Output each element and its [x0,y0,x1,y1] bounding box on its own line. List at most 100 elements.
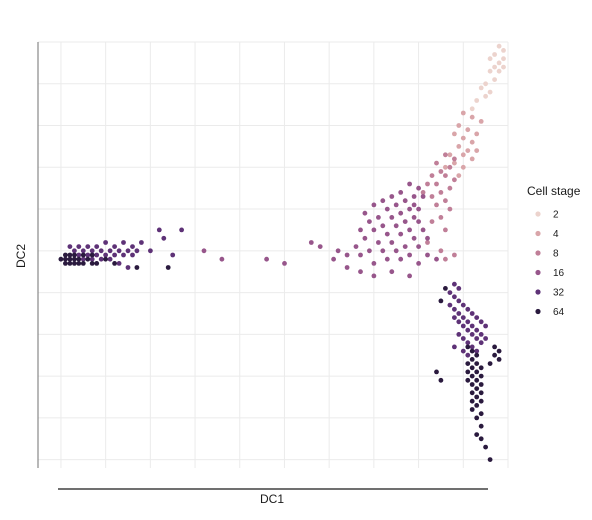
point-stage-32-5 [447,302,453,308]
point-stage-32-56 [112,252,117,258]
point-stage-32-67 [170,252,176,258]
point-stage-16-13 [384,206,390,212]
point-stage-16-60 [219,256,225,262]
point-stage-4-8 [469,139,475,145]
point-stage-16-23 [393,223,399,229]
legend-key-2 [535,211,541,217]
point-stage-16-38 [393,248,399,254]
point-stage-2-9 [496,68,502,74]
point-stage-32-27 [483,336,488,341]
point-stage-16-20 [416,219,421,225]
point-stage-8-3 [447,164,453,170]
point-stage-8-11 [438,190,444,195]
point-stage-2-8 [487,68,493,74]
point-stage-64-59 [487,361,493,366]
point-stage-16-62 [282,261,287,266]
point-stage-8-16 [447,206,453,212]
point-stage-64-50 [478,436,484,442]
point-stage-2-1 [501,48,506,53]
point-stage-64-52 [487,457,493,462]
point-stage-32-31 [460,348,466,354]
legend-key-4 [535,230,541,237]
point-stage-32-0 [452,281,457,287]
point-stage-16-19 [402,219,408,225]
point-stage-4-9 [456,144,462,149]
point-stage-8-5 [429,173,435,179]
point-stage-32-6 [460,302,466,308]
point-stage-2-11 [492,77,497,82]
point-stage-32-36 [76,244,82,250]
point-stage-64-7 [63,261,68,266]
point-stage-64-46 [478,411,484,417]
point-stage-16-26 [358,227,363,233]
point-stage-64-31 [474,369,480,375]
point-stage-16-24 [407,227,412,233]
point-stage-32-37 [85,244,91,250]
legend-label-4: 4 [553,229,559,240]
point-stage-16-43 [398,256,404,262]
point-stage-8-23 [443,256,448,262]
point-stage-32-29 [478,340,484,346]
point-stage-64-6 [76,256,82,262]
point-stage-32-41 [121,240,126,245]
point-stage-32-23 [469,332,475,337]
point-stage-64-29 [478,365,484,371]
point-stage-4-2 [478,119,484,124]
point-stage-16-0 [407,181,412,187]
point-stage-32-55 [103,252,108,258]
point-stage-2-13 [487,89,493,95]
point-stage-2-3 [501,56,506,62]
point-stage-8-21 [438,248,444,254]
point-stage-32-46 [89,248,95,254]
point-stage-16-36 [416,244,421,250]
point-stage-4-0 [460,110,466,116]
legend-key-64 [535,308,541,315]
point-stage-16-45 [371,261,377,266]
point-stage-64-14 [94,261,100,266]
point-stage-64-5 [72,256,77,262]
point-stage-32-51 [134,248,140,254]
point-stage-16-2 [398,190,404,195]
legend: Cell stage 2 4 8 16 32 64 [527,184,581,318]
point-stage-32-18 [469,323,475,329]
point-stage-64-4 [67,256,73,262]
point-stage-8-14 [420,190,426,195]
point-stage-16-34 [389,240,395,245]
point-stage-4-10 [465,148,471,154]
point-stage-32-11 [452,315,457,320]
point-stage-32-43 [139,240,144,245]
point-stage-16-32 [362,235,368,241]
point-stage-2-14 [483,93,488,99]
legend-key-32 [535,289,541,295]
point-stage-8-9 [434,181,439,187]
legend-title: Cell stage [527,184,581,198]
point-stage-32-45 [80,248,86,254]
point-stage-8-4 [438,169,444,174]
point-stage-32-49 [116,248,122,254]
point-stage-32-9 [456,311,462,316]
point-stage-32-52 [76,252,82,258]
point-stage-32-65 [125,265,131,270]
point-stage-32-30 [469,344,475,350]
point-stage-64-8 [72,261,77,266]
point-stage-32-61 [89,256,95,262]
point-stage-4-14 [469,156,475,162]
point-stage-64-3 [63,256,68,262]
point-stage-4-13 [460,152,466,158]
point-stage-8-10 [447,185,453,191]
point-stage-64-21 [165,265,171,270]
point-stage-64-54 [438,377,444,383]
legend-label-2: 2 [553,210,559,221]
point-stage-64-22 [465,344,471,350]
point-stage-32-35 [67,244,73,250]
point-stage-16-52 [344,265,350,270]
point-stage-64-56 [496,348,502,354]
point-stage-16-61 [264,256,269,262]
point-stage-16-18 [389,215,395,220]
point-stage-2-10 [483,81,488,87]
point-stage-4-6 [452,131,457,137]
point-stage-32-63 [107,256,113,262]
point-stage-16-55 [434,256,439,262]
point-stage-16-9 [393,202,399,208]
